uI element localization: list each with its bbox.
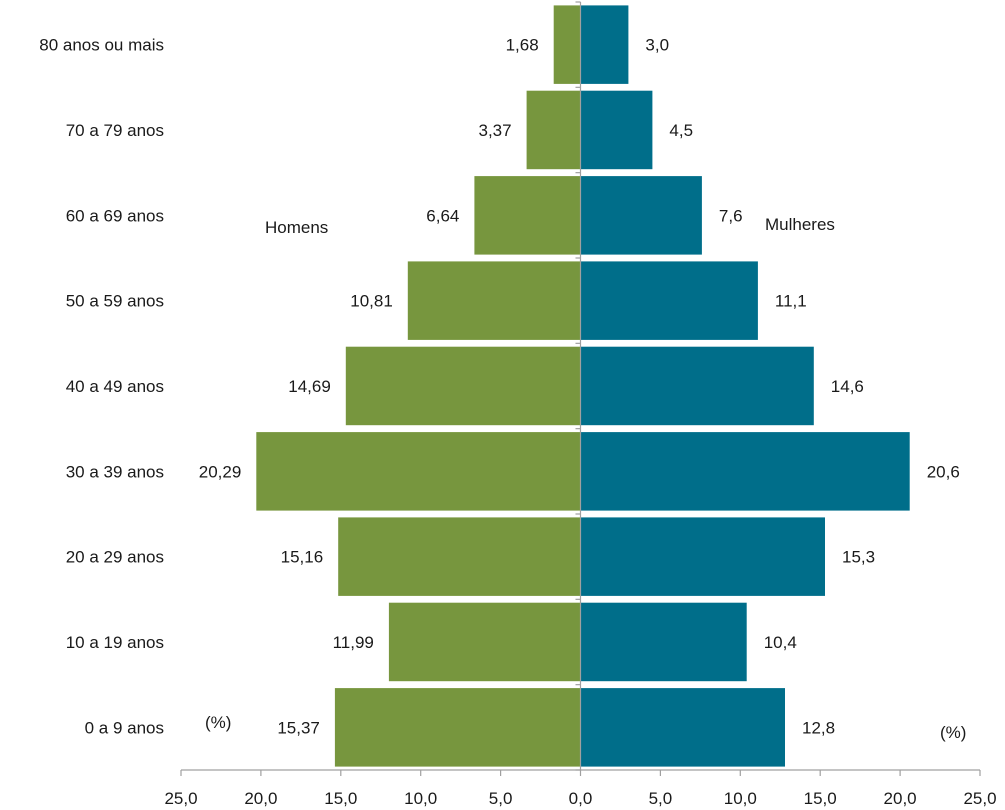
bar-homens-2 — [338, 517, 581, 596]
category-label-6: 60 a 69 anos — [66, 206, 164, 225]
data-label-mulheres-3: 20,6 — [927, 462, 960, 481]
data-label-homens-0: 15,37 — [277, 718, 320, 737]
bar-homens-6 — [474, 176, 581, 255]
category-label-3: 30 a 39 anos — [66, 462, 164, 481]
bar-homens-1 — [388, 602, 581, 682]
x-tick-label-10: 25,0 — [963, 789, 996, 808]
bar-mulheres-8 — [580, 5, 629, 84]
data-label-mulheres-6: 7,6 — [719, 206, 743, 225]
x-tick-label-9: 20,0 — [884, 789, 917, 808]
series-name-homens: Homens — [265, 218, 328, 237]
bar-mulheres-5 — [580, 261, 758, 340]
bar-homens-7 — [526, 90, 581, 170]
bar-mulheres-0 — [580, 688, 785, 767]
category-labels: 0 a 9 anos 10 a 19 anos 20 a 29 anos 30 a 3… — [39, 36, 164, 738]
x-tick-label-2: 15,0 — [324, 789, 357, 808]
bar-mulheres-3 — [580, 432, 910, 511]
bars-layer — [256, 5, 910, 767]
unit-label-left: (%) — [205, 713, 231, 732]
data-label-mulheres-7: 4,5 — [669, 121, 693, 140]
bar-mulheres-4 — [580, 346, 814, 426]
data-label-mulheres-2: 15,3 — [842, 548, 875, 567]
bar-mulheres-1 — [580, 602, 747, 682]
x-tick-label-3: 10,0 — [404, 789, 437, 808]
bar-value-labels: 15,37 11,99 15,16 20,29 14,69 10,81 6,64 3,37 1,… — [199, 36, 960, 738]
bar-homens-3 — [256, 432, 581, 511]
x-tick-label-1: 20,0 — [244, 789, 277, 808]
data-label-homens-4: 14,69 — [288, 377, 331, 396]
category-label-5: 50 a 59 anos — [66, 292, 164, 311]
x-tick-label-4: 5,0 — [489, 789, 513, 808]
x-tick-label-5: 0,0 — [569, 789, 593, 808]
bar-homens-8 — [553, 5, 581, 84]
bar-homens-0 — [334, 688, 581, 767]
category-label-2: 20 a 29 anos — [66, 548, 164, 567]
bar-mulheres-6 — [580, 176, 702, 255]
data-label-homens-3: 20,29 — [199, 462, 242, 481]
x-tick-label-0: 25,0 — [164, 789, 197, 808]
data-label-homens-2: 15,16 — [281, 548, 324, 567]
data-label-mulheres-4: 14,6 — [831, 377, 864, 396]
axes — [180, 1, 981, 776]
x-tick-labels: 25,0 20,0 15,0 10,0 5,0 0,0 5,0 10,0 15,0 20,0 25,… — [164, 789, 996, 808]
category-label-4: 40 a 49 anos — [66, 377, 164, 396]
data-label-homens-8: 1,68 — [506, 36, 539, 55]
x-tick-label-8: 15,0 — [804, 789, 837, 808]
bar-mulheres-7 — [580, 90, 653, 170]
data-label-mulheres-1: 10,4 — [764, 633, 797, 652]
data-label-homens-7: 3,37 — [479, 121, 512, 140]
data-label-homens-5: 10,81 — [350, 292, 393, 311]
category-label-8: 80 anos ou mais — [39, 36, 164, 55]
data-label-mulheres-5: 11,1 — [775, 292, 807, 311]
category-label-0: 0 a 9 anos — [85, 718, 164, 737]
bar-mulheres-2 — [580, 517, 825, 596]
data-label-homens-1: 11,99 — [333, 633, 374, 652]
data-label-mulheres-8: 3,0 — [645, 36, 669, 55]
x-tick-label-7: 10,0 — [724, 789, 757, 808]
category-label-1: 10 a 19 anos — [66, 633, 164, 652]
series-name-mulheres: Mulheres — [765, 215, 835, 234]
x-tick-label-6: 5,0 — [649, 789, 673, 808]
data-label-mulheres-0: 12,8 — [802, 718, 835, 737]
bar-homens-5 — [407, 261, 581, 340]
bar-homens-4 — [345, 346, 581, 426]
unit-label-right: (%) — [940, 723, 966, 742]
category-label-7: 70 a 79 anos — [66, 121, 164, 140]
data-label-homens-6: 6,64 — [426, 206, 459, 225]
